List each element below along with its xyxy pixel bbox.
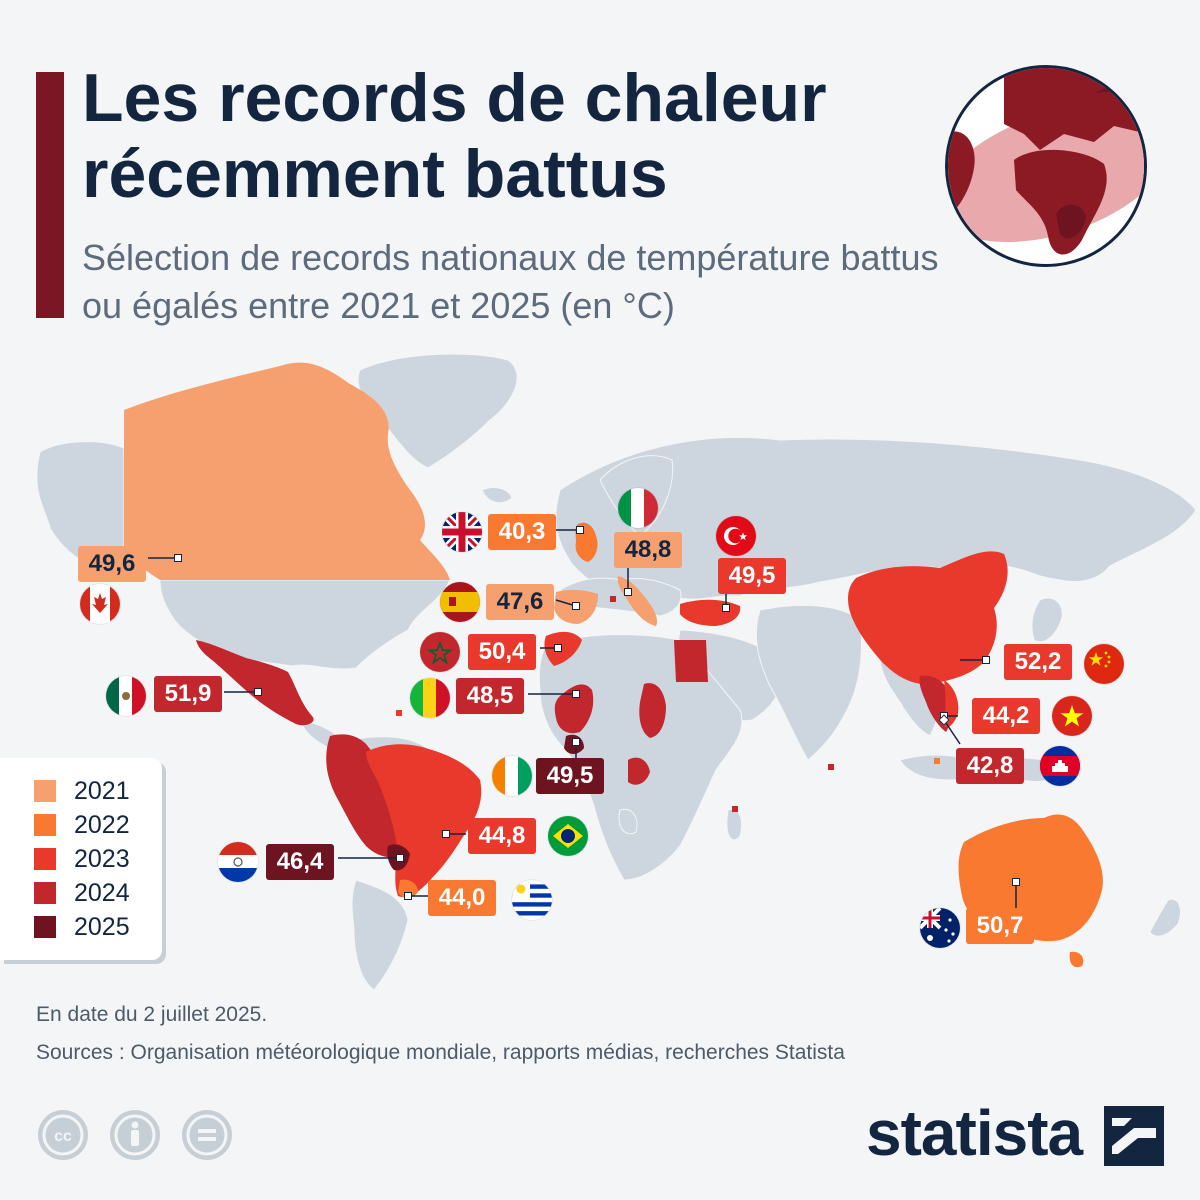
country-congo	[628, 757, 650, 785]
record-value-paraguay: 46,4	[266, 844, 334, 880]
marker-turkey	[722, 604, 730, 612]
legend-label: 2024	[74, 879, 130, 907]
country-mali	[554, 684, 594, 734]
marker-australia	[1012, 878, 1020, 886]
marker-uk	[576, 526, 584, 534]
china-flag-icon	[1084, 644, 1124, 684]
record-value-australia: 50,7	[966, 908, 1034, 944]
turkey-flag-icon	[716, 516, 756, 556]
legend-label: 2022	[74, 811, 130, 839]
paraguay-flag-icon	[218, 842, 258, 882]
record-value-italy: 48,8	[614, 532, 682, 568]
uk-flag-icon	[442, 512, 482, 552]
marker-brazil	[442, 830, 450, 838]
record-value-uruguay: 44,0	[428, 880, 496, 916]
marker-morocco	[554, 644, 562, 652]
record-value-mexico: 51,9	[154, 676, 222, 712]
australia-flag-icon	[920, 908, 960, 948]
record-value-china: 52,2	[1004, 644, 1072, 680]
record-value-spain: 47,6	[486, 584, 554, 620]
country-peru-bolivia	[326, 734, 403, 858]
record-value-vietnam: 44,2	[972, 698, 1040, 734]
record-value-turkey: 49,5	[718, 558, 786, 594]
statista-logo[interactable]: statista	[866, 1097, 1083, 1169]
marker-italy	[624, 588, 632, 596]
brazil-flag-icon	[548, 816, 588, 856]
legend-swatch-2023	[34, 848, 56, 870]
italy-flag-icon	[618, 488, 658, 528]
morocco-flag-icon	[420, 632, 460, 672]
sources-note: Sources : Organisation météorologique mo…	[36, 1041, 845, 1064]
country-canada	[124, 362, 450, 580]
date-note: En date du 2 juillet 2025.	[36, 1003, 268, 1026]
country-tasmania	[1069, 951, 1084, 968]
legend-swatch-2021	[34, 780, 56, 802]
country-china	[848, 551, 1008, 685]
svg-text:cc: cc	[54, 1128, 72, 1145]
legend-label: 2021	[74, 777, 130, 805]
no-derivatives-icon[interactable]	[182, 1110, 232, 1160]
marker-mali	[572, 690, 580, 698]
legend: 2021 2022 2023 2024 2025	[0, 758, 162, 960]
page-title: Les records de chaleur récemment battus	[82, 60, 827, 212]
country-brazil	[366, 744, 482, 898]
record-value-brazil: 44,8	[468, 818, 536, 854]
mali-flag-icon	[410, 678, 450, 718]
statista-logo-mark-icon	[1104, 1106, 1164, 1166]
mexico-flag-icon	[106, 676, 146, 716]
cc-icon[interactable]: cc	[38, 1110, 88, 1160]
accent-bar	[36, 72, 64, 318]
uruguay-flag-icon	[512, 880, 552, 920]
legend-swatch-2024	[34, 882, 56, 904]
record-value-morocco: 50,4	[468, 634, 536, 670]
world-map	[36, 353, 1197, 991]
country-morocco	[544, 631, 582, 666]
marker-paraguay	[396, 854, 404, 862]
legend-label: 2025	[74, 913, 130, 941]
marker-china	[982, 656, 990, 664]
attribution-icon[interactable]	[110, 1110, 160, 1160]
marker-spain	[572, 602, 580, 610]
country-uruguay	[398, 879, 418, 898]
record-value-cambodia: 42,8	[956, 748, 1024, 784]
country-egypt	[674, 640, 708, 682]
marker-uruguay	[404, 892, 412, 900]
record-value-uk: 40,3	[488, 514, 556, 550]
globe-icon	[945, 65, 1147, 267]
canada-flag-icon	[80, 584, 120, 624]
page-subtitle: Sélection de records nationaux de tempér…	[82, 237, 939, 326]
country-mexico	[196, 640, 314, 726]
legend-label: 2023	[74, 845, 130, 873]
ivory-coast-flag-icon	[492, 756, 532, 796]
marker-mexico	[254, 688, 262, 696]
cambodia-flag-icon	[1040, 746, 1080, 786]
record-value-mali: 48,5	[456, 678, 524, 714]
spain-flag-icon	[440, 582, 480, 622]
country-chad	[639, 683, 666, 738]
country-turkey	[680, 599, 741, 626]
vietnam-flag-icon	[1052, 696, 1092, 736]
record-value-canada: 49,6	[78, 546, 146, 582]
legend-swatch-2022	[34, 814, 56, 836]
record-value-ivory-coast: 49,5	[536, 758, 604, 794]
legend-swatch-2025	[34, 916, 56, 938]
marker-canada	[174, 554, 182, 562]
marker-ivory-coast	[572, 738, 580, 746]
